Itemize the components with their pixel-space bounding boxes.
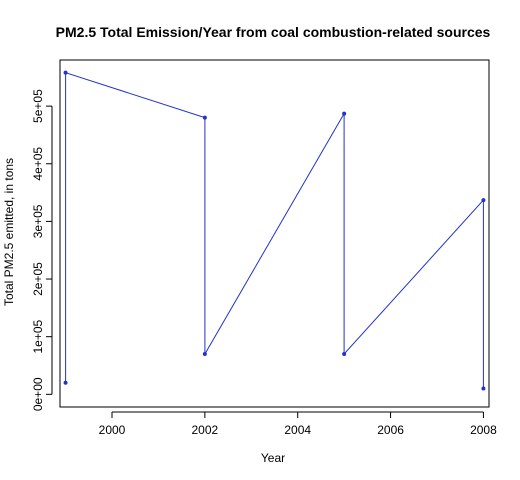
y-axis: 0e+00 1e+05 2e+05 3e+05 4e+05 5e+05 — [31, 89, 53, 411]
y-tick-label: 3e+05 — [31, 204, 45, 238]
series-line — [65, 72, 484, 389]
x-tick-label: 2006 — [377, 423, 404, 437]
data-point — [202, 351, 207, 356]
series-layer — [63, 70, 486, 391]
x-axis-label: Year — [261, 451, 285, 465]
x-tick-label: 2004 — [284, 423, 311, 437]
x-tick-label: 2002 — [192, 423, 219, 437]
y-tick-label: 2e+05 — [31, 262, 45, 296]
y-axis-label: Total PM2.5 emitted, in tons — [2, 158, 16, 306]
chart-title: PM2.5 Total Emission/Year from coal comb… — [56, 24, 491, 40]
data-point — [481, 386, 486, 391]
y-tick-label: 5e+05 — [31, 89, 45, 123]
y-tick-label: 0e+00 — [31, 377, 45, 411]
data-point — [342, 111, 347, 116]
x-axis: 2000 2002 2004 2006 2008 — [99, 411, 497, 437]
data-point — [63, 380, 68, 385]
plot-frame — [59, 59, 490, 408]
data-point — [63, 70, 68, 75]
y-tick-label: 4e+05 — [31, 147, 45, 181]
y-tick-label: 1e+05 — [31, 320, 45, 354]
x-tick-label: 2008 — [470, 423, 497, 437]
x-tick-label: 2000 — [99, 423, 126, 437]
data-point — [481, 198, 486, 203]
data-point — [202, 115, 207, 120]
data-point — [342, 351, 347, 356]
